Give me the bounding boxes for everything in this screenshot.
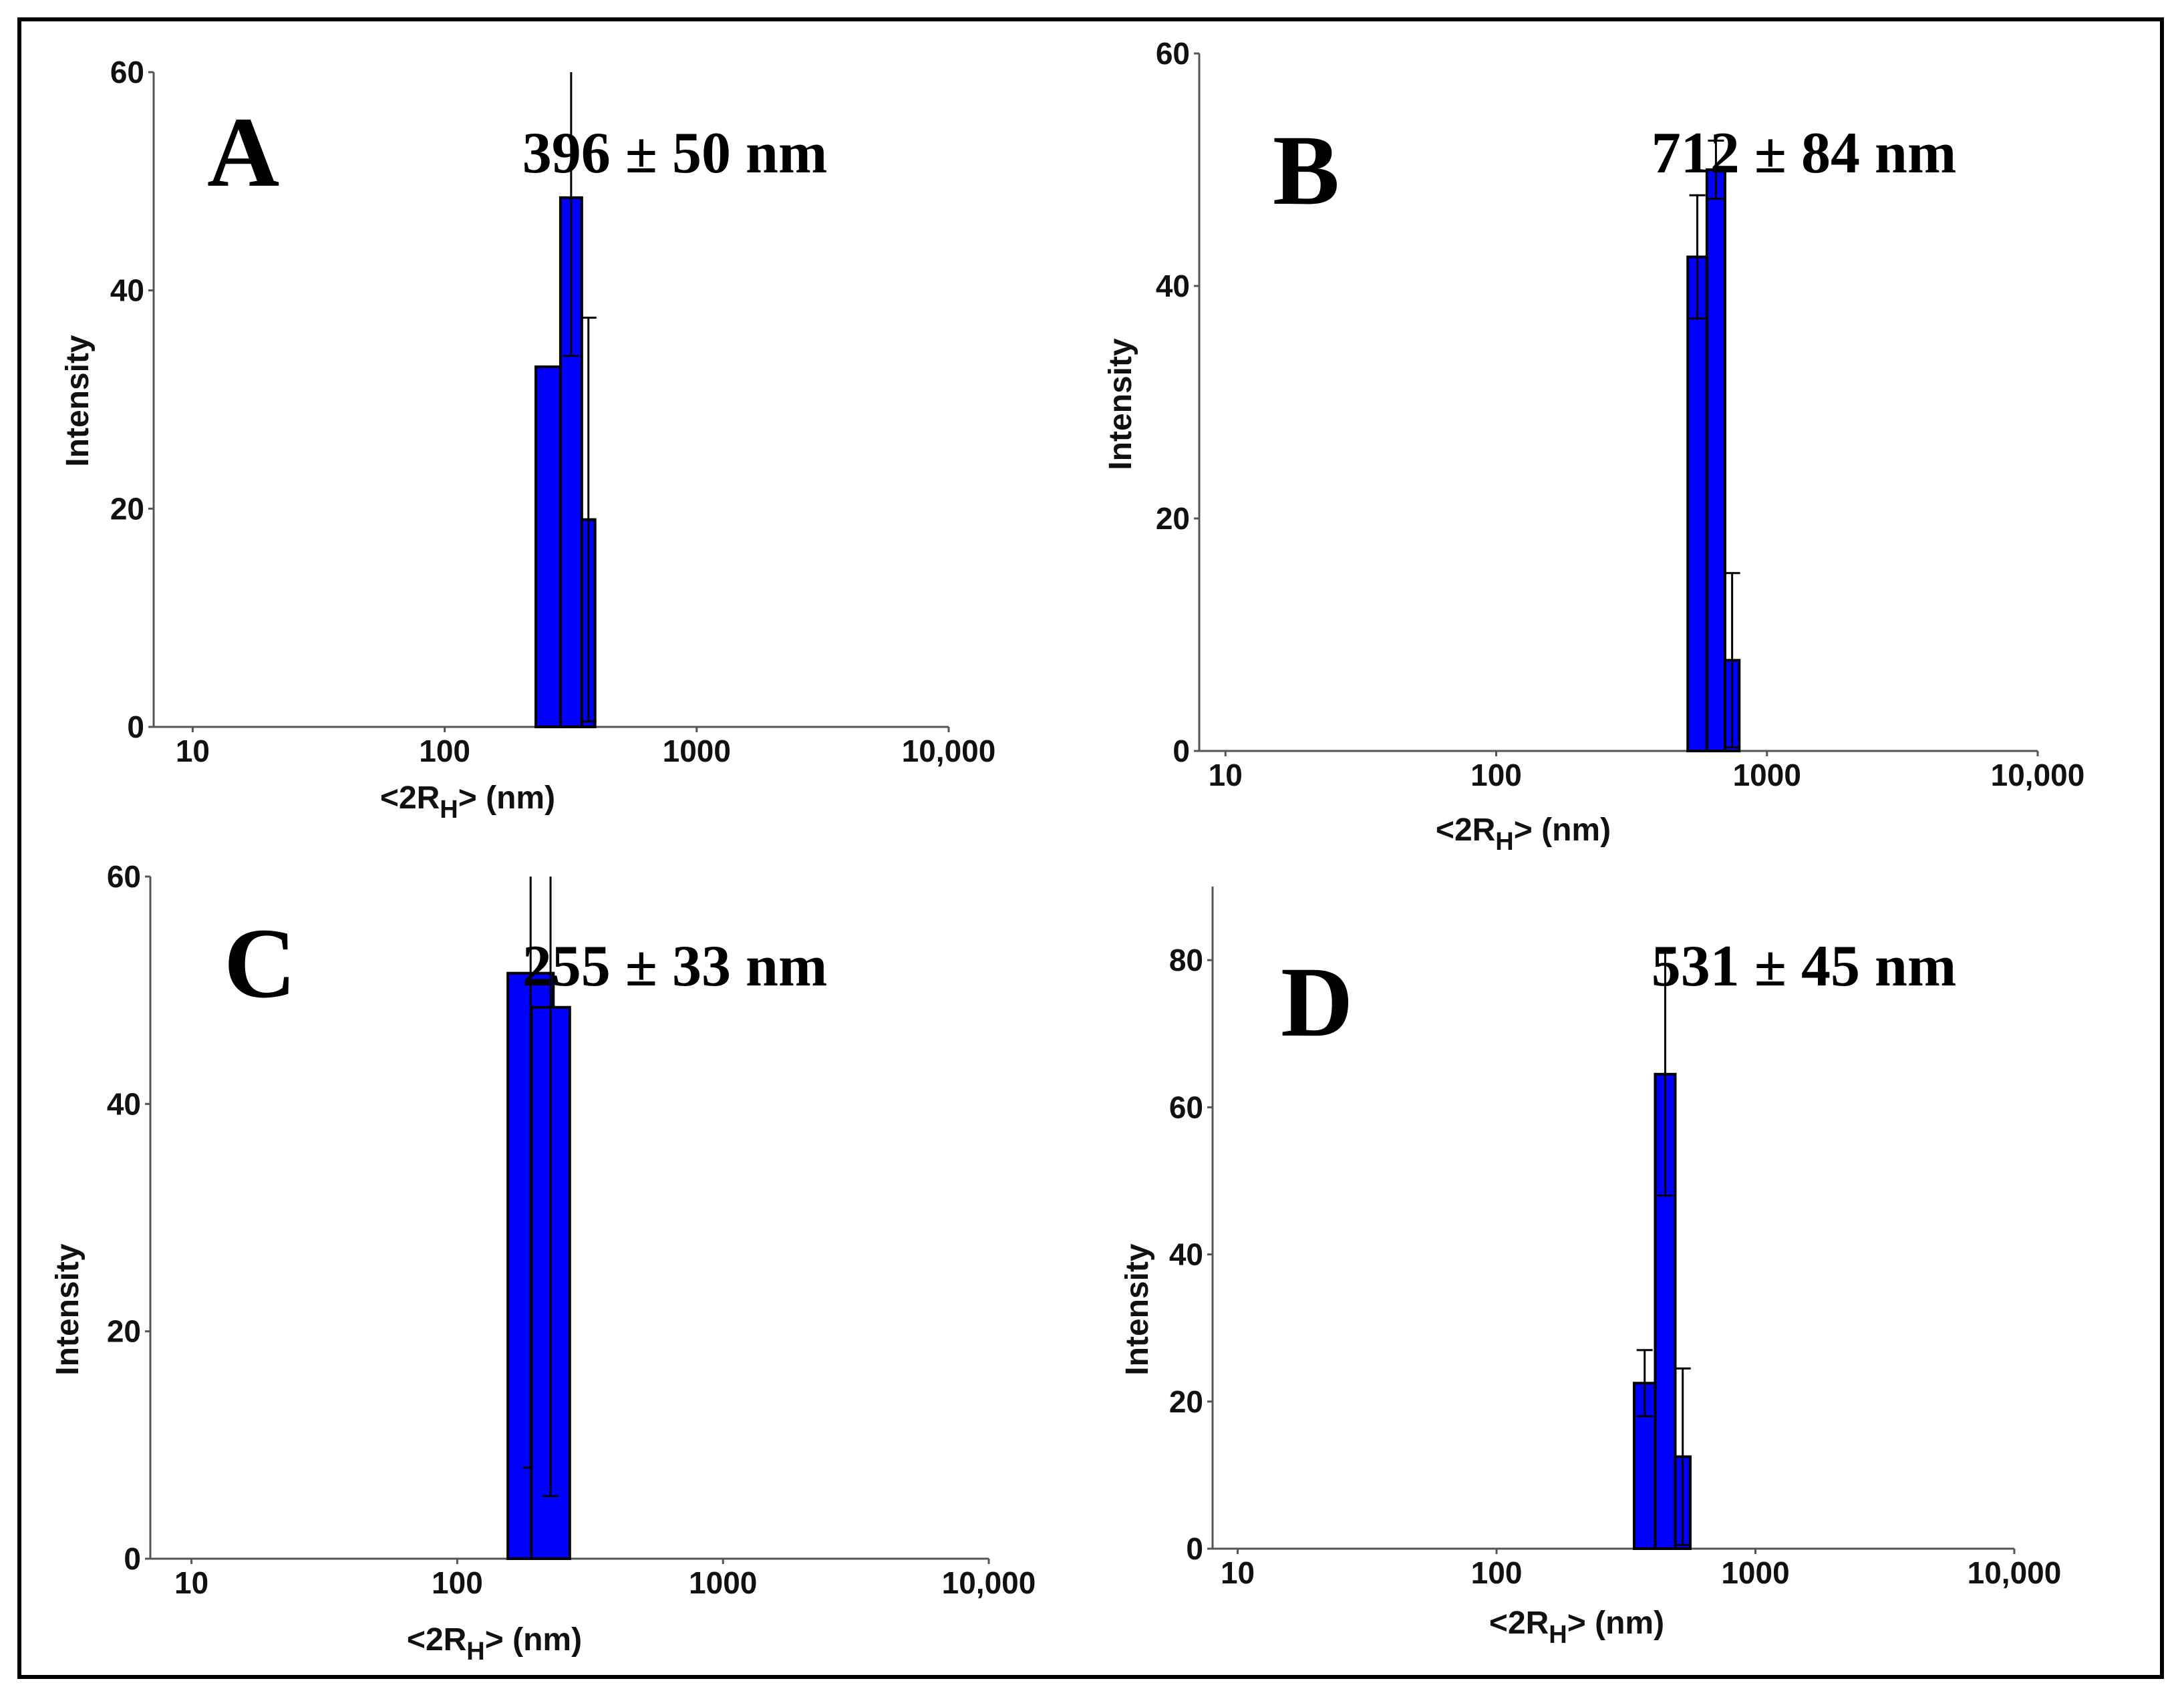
panel-a-x-tick-label: 100 (419, 734, 470, 768)
panel-a-y-tick-label: 60 (110, 55, 144, 90)
panel-a-x-axis-label-tail: > (nm) (458, 780, 555, 816)
panel-c-size-annotation: 255 ± 33 nm (522, 934, 828, 999)
panel-c-x-tick-label: 100 (432, 1565, 483, 1600)
panel-b-y-axis-label: Intensity (1103, 338, 1138, 470)
panel-d-x-tick-label: 1000 (1721, 1555, 1789, 1590)
panel-b-bar (1705, 168, 1726, 752)
panel-a-size-annotation: 396 ± 50 nm (522, 121, 828, 186)
panel-a-letter: A (207, 97, 279, 208)
panel-b-x-tick-label: 10,000 (1991, 758, 2085, 792)
panel-d-x-axis-label: <2RH> (nm) (1489, 1605, 1664, 1649)
panel-c-letter: C (224, 908, 296, 1019)
panel-b-x-tick-label: 1000 (1733, 758, 1801, 792)
panel-a-y-axis-label: Intensity (60, 335, 96, 467)
panel-a-x-tick-label: 10 (176, 734, 210, 768)
panel-b-x-axis-label-main: <2R (1436, 812, 1495, 848)
panel-a-y-tick-label: 40 (110, 273, 144, 308)
panel-b-x-axis-label-subscript: H (1495, 828, 1513, 856)
panel-d-x-tick-label: 100 (1471, 1555, 1523, 1590)
panel-b-y-tick-label: 60 (1156, 36, 1190, 71)
panel-b-x-axis-label: <2RH> (nm) (1436, 812, 1611, 856)
panel-b-y-tick-label: 40 (1156, 269, 1190, 303)
panel-d-y-tick-label: 40 (1169, 1237, 1203, 1272)
panel-d-x-axis-label-subscript: H (1549, 1621, 1567, 1649)
panel-d-x-tick-label: 10 (1221, 1555, 1255, 1590)
panel-c-y-tick-label: 20 (107, 1314, 141, 1349)
panel-c-y-tick-label: 40 (107, 1086, 141, 1121)
panel-d-letter: D (1281, 947, 1353, 1058)
panel-b-y-tick-label: 20 (1156, 501, 1190, 536)
panel-d-size-annotation: 531 ± 45 nm (1652, 934, 1957, 999)
panel-d-x-axis-label-tail: > (nm) (1567, 1605, 1664, 1641)
panel-c-x-axis-label-subscript: H (466, 1638, 484, 1666)
panel-c-x-axis-label: <2RH> (nm) (407, 1622, 582, 1666)
panel-c-x-axis-label-tail: > (nm) (485, 1622, 582, 1658)
panel-a-x-axis-label-subscript: H (440, 796, 458, 824)
panel-d-y-tick-label: 20 (1169, 1384, 1203, 1419)
panel-a-bar (534, 365, 562, 728)
panel-c-x-tick-label: 10 (174, 1565, 208, 1600)
panel-c-x-tick-label: 10,000 (942, 1565, 1036, 1600)
panel-a-x-tick-label: 1000 (663, 734, 731, 768)
panel-d-y-tick-label: 60 (1169, 1090, 1203, 1124)
panel-b-x-tick-label: 100 (1470, 758, 1522, 792)
panel-b-letter: B (1273, 115, 1340, 226)
panel-b-y-tick-label: 0 (1173, 734, 1190, 768)
panel-c-x-axis-label-main: <2R (407, 1622, 466, 1658)
panel-d-x-axis-label-main: <2R (1489, 1605, 1549, 1641)
panel-c-y-axis-label: Intensity (50, 1243, 86, 1376)
panel-b-x-axis-label-tail: > (nm) (1514, 812, 1611, 848)
panel-d-x-tick-label: 10,000 (1968, 1555, 2062, 1590)
panel-a-y-tick-label: 20 (110, 491, 144, 526)
panel-b-x-tick-label: 10 (1209, 758, 1243, 792)
figure-frame (17, 17, 2164, 1679)
panel-d-y-tick-label: 80 (1169, 943, 1203, 977)
panel-c-y-tick-label: 0 (124, 1541, 141, 1576)
panel-a-x-tick-label: 10,000 (902, 734, 996, 768)
panel-d-y-axis-label: Intensity (1120, 1243, 1155, 1376)
panel-b-size-annotation: 712 ± 84 nm (1652, 121, 1957, 186)
panel-a-x-axis-label-main: <2R (380, 780, 440, 816)
panel-d-y-tick-label: 0 (1186, 1531, 1203, 1566)
panel-a-y-tick-label: 0 (127, 710, 144, 744)
panel-a-x-axis-label: <2RH> (nm) (380, 780, 555, 824)
panel-b-bar (1686, 255, 1708, 752)
panel-c-y-tick-label: 60 (107, 859, 141, 894)
panel-c-x-tick-label: 1000 (689, 1565, 757, 1600)
